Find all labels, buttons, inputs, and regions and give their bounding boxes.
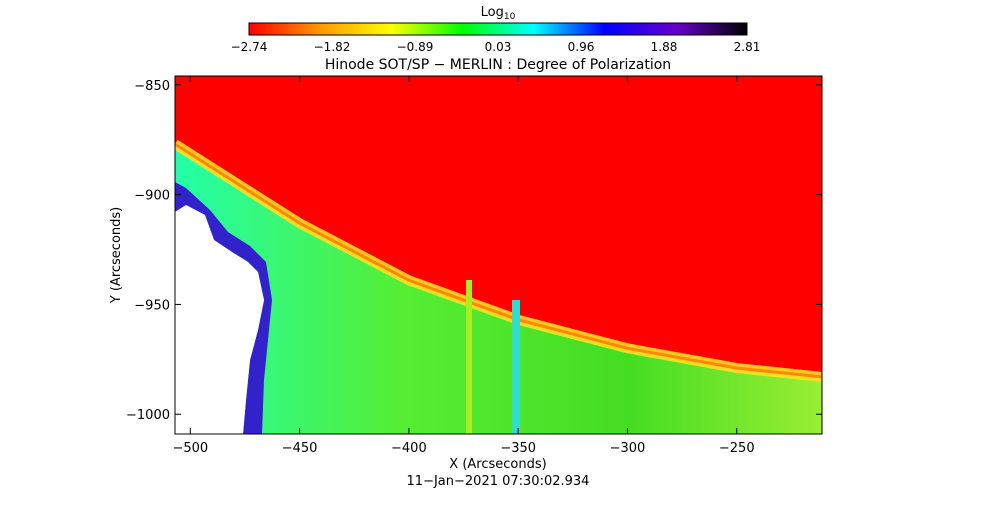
plot-area xyxy=(175,76,822,434)
disk-region xyxy=(175,144,822,434)
no-data-region xyxy=(175,205,264,434)
chart-title: Hinode SOT/SP − MERLIN : Degree of Polar… xyxy=(325,57,671,73)
x-tick-label: −500 xyxy=(172,441,208,456)
edge-band xyxy=(175,182,272,434)
x-tick-label: −400 xyxy=(391,441,427,456)
disk-feature-strip xyxy=(466,280,472,434)
colorbar-ticks: −2.74 −1.82 −0.89 0.03 0.96 1.88 2.81 xyxy=(231,40,761,54)
x-tick-label: −450 xyxy=(282,441,318,456)
y-axis-ticks: −850 −900 −950 −1000 xyxy=(126,79,822,423)
timestamp: 11−Jan−2021 07:30:02.934 xyxy=(407,474,590,489)
colorbar-tick-label: −1.82 xyxy=(314,40,351,54)
y-tick-label: −850 xyxy=(134,79,170,94)
disk-feature-strip xyxy=(512,300,520,434)
colorbar-tick-label: 1.88 xyxy=(651,40,678,54)
y-tick-label: −950 xyxy=(134,298,170,313)
colorbar-tick-label: −0.89 xyxy=(397,40,434,54)
y-tick-label: −900 xyxy=(134,189,170,204)
x-tick-label: −300 xyxy=(610,441,646,456)
colorbar-tick-label: −2.74 xyxy=(231,40,268,54)
x-tick-label: −350 xyxy=(500,441,536,456)
y-tick-label: −1000 xyxy=(126,408,170,423)
colorbar-tick-label: 0.03 xyxy=(485,40,512,54)
y-axis-label: Y (Arcseconds) xyxy=(109,207,124,304)
x-axis-ticks: −500 −450 −400 −350 −300 −250 xyxy=(172,76,755,456)
x-tick-label: −250 xyxy=(719,441,755,456)
colorbar xyxy=(248,22,748,36)
colorbar-tick-label: 2.81 xyxy=(734,40,761,54)
colorbar-label: Log10 xyxy=(481,5,516,22)
x-axis-label: X (Arcseconds) xyxy=(449,457,546,472)
colorbar-tick-label: 0.96 xyxy=(568,40,595,54)
plot-frame xyxy=(174,75,823,435)
